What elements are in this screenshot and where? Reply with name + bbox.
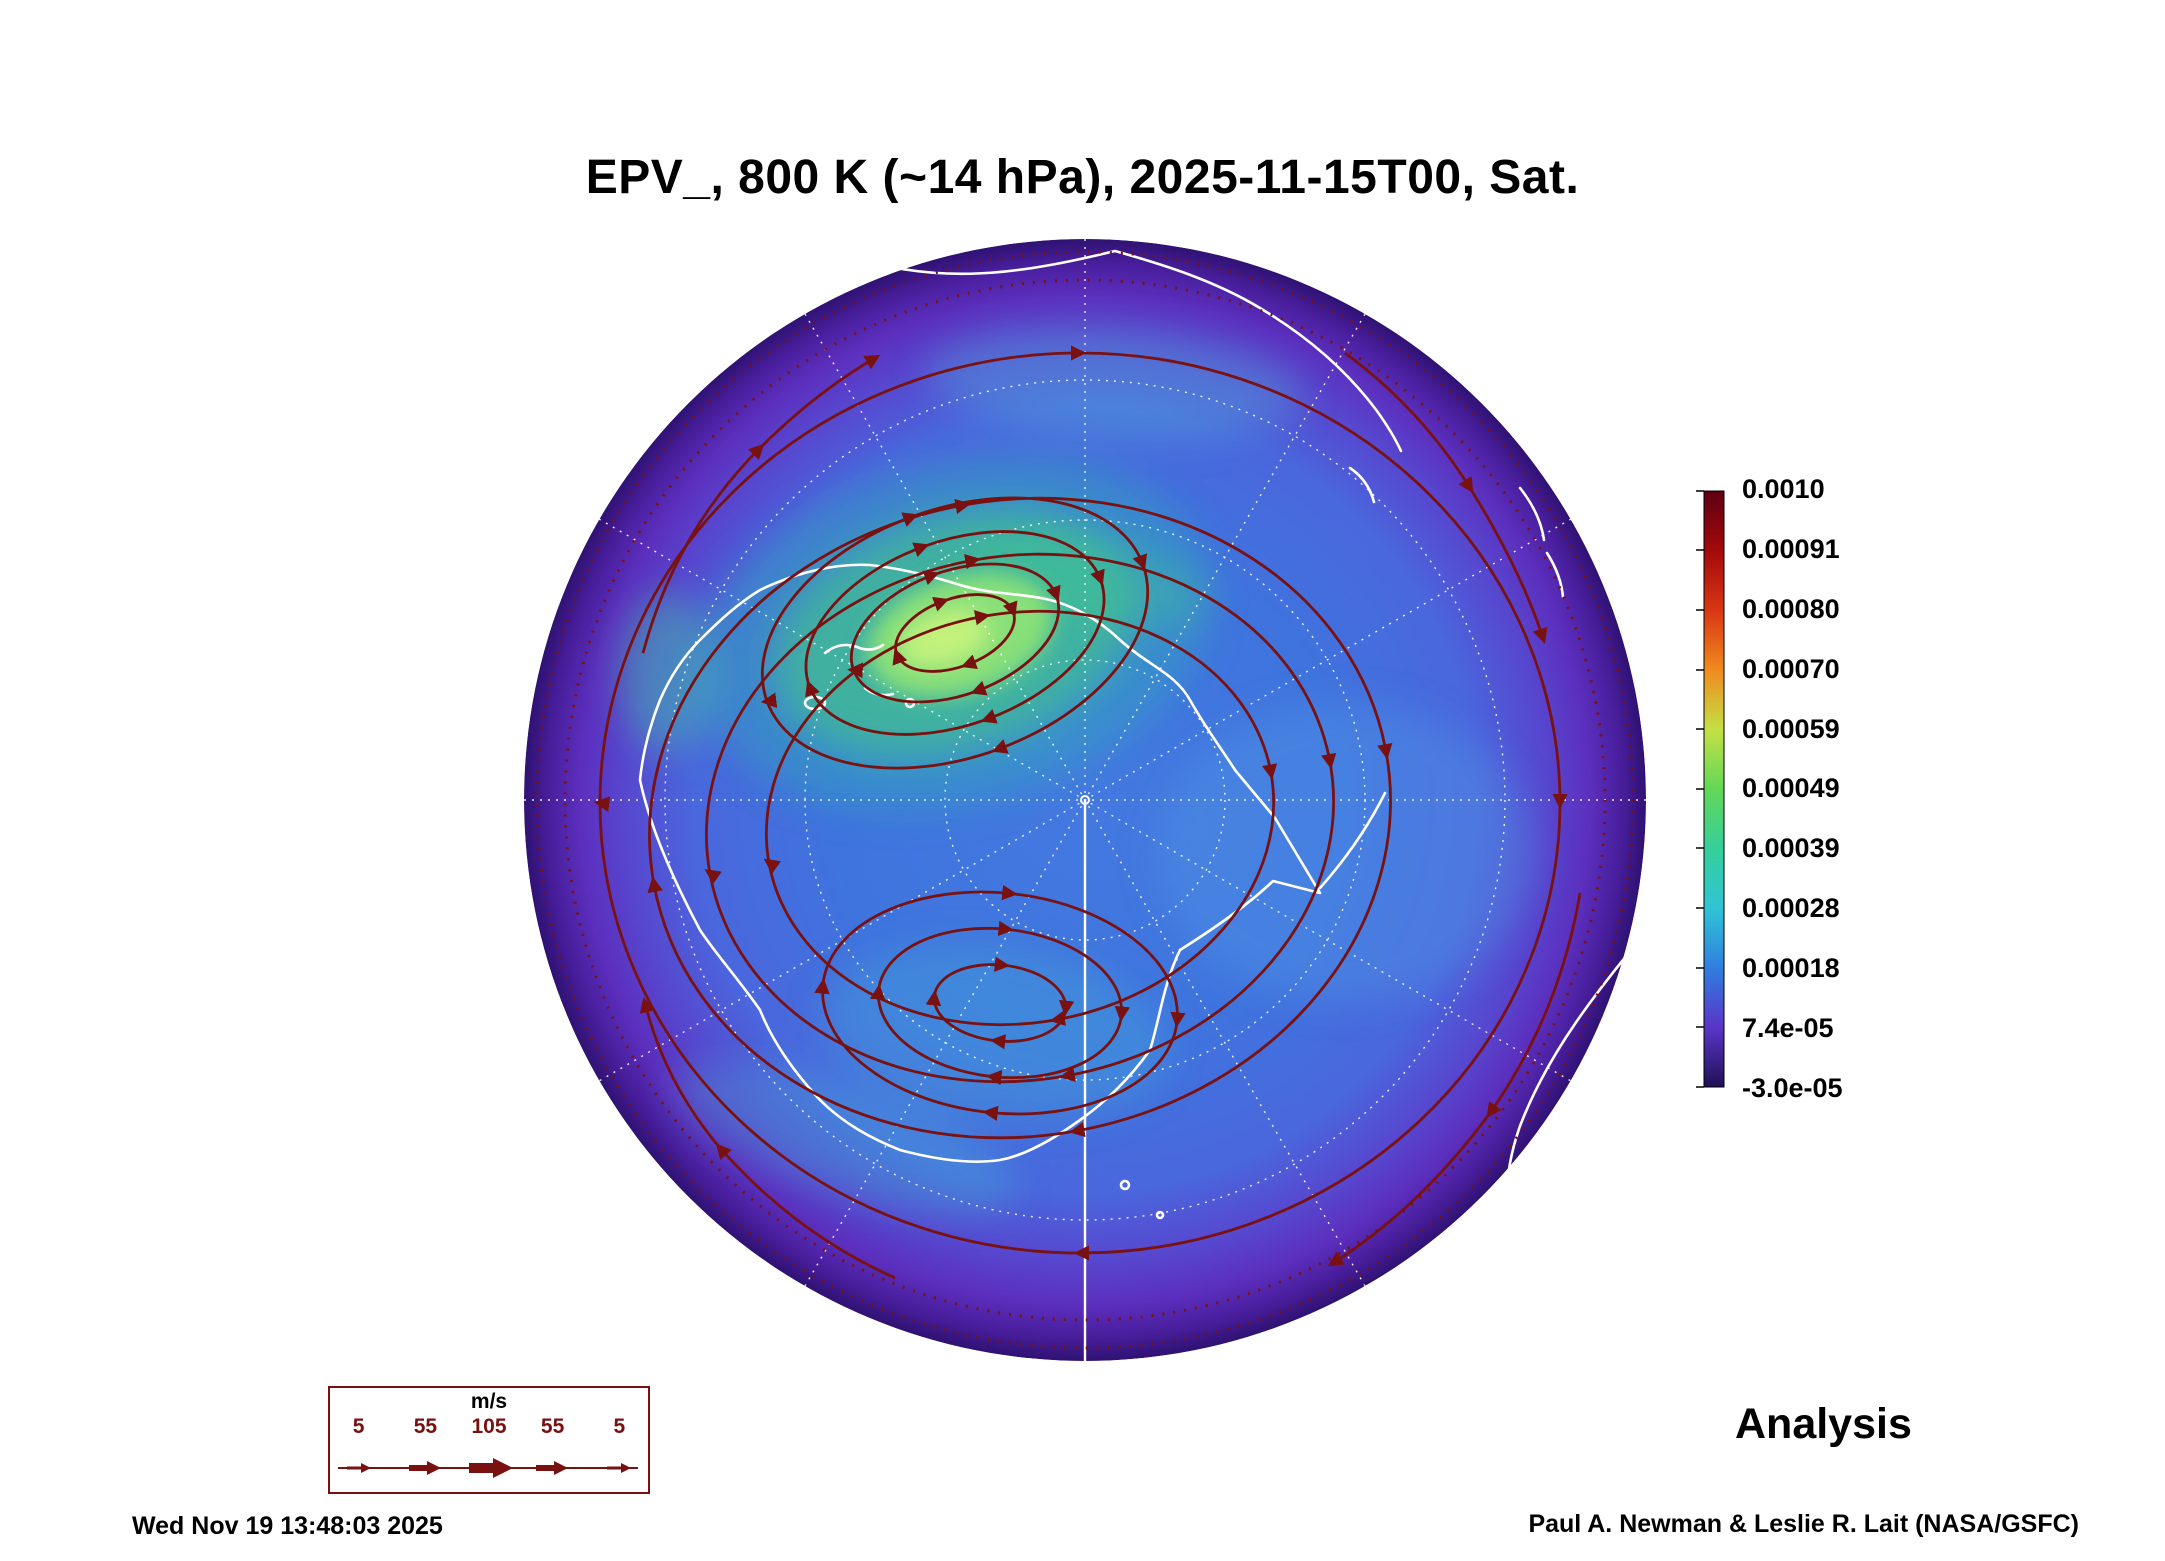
coastline-island <box>1449 1249 1461 1261</box>
wind-arrow-icon <box>493 1458 513 1478</box>
colorbar-tick-label: 0.0010 <box>1742 474 1825 504</box>
analysis-label: Analysis <box>1735 1400 1912 1448</box>
wind-speed-legend: m/s 5 55 105 55 5 <box>328 1386 650 1494</box>
colorbar-tick-label: 0.00080 <box>1742 593 1840 624</box>
colorbar-tick-label: 0.00018 <box>1742 953 1840 984</box>
plot-title: EPV_, 800 K (~14 hPa), 2025-11-15T00, Sa… <box>585 151 1580 204</box>
open-streamline <box>1344 351 1548 644</box>
wind-legend-units: m/s <box>470 1390 508 1413</box>
wind-legend-value: 5 <box>613 1415 626 1438</box>
rim-streamline <box>535 250 1635 1350</box>
open-streamline <box>641 354 881 654</box>
polar-map <box>524 239 1646 1361</box>
wind-legend-value: 55 <box>413 1415 438 1438</box>
wind-arrow-icon <box>361 1463 371 1473</box>
colorbar-gradient <box>1703 490 1725 1088</box>
colorbar-tick-label: 0.00028 <box>1742 893 1840 924</box>
wind-legend-value: 5 <box>352 1415 365 1438</box>
colorbar-tick-label: 0.00049 <box>1742 773 1840 804</box>
footer-credit: Paul A. Newman & Leslie R. Lait (NASA/GS… <box>1528 1510 2079 1538</box>
colorbar-tick-label: 0.00091 <box>1742 533 1840 564</box>
colorbar-tick-label: 0.00059 <box>1742 713 1840 744</box>
colorbar-ticks <box>1696 490 1704 1088</box>
colorbar-tick-label: 0.00070 <box>1742 653 1840 684</box>
wind-arrow-icon <box>554 1461 568 1475</box>
open-streamline <box>1327 892 1582 1267</box>
colorbar <box>1696 490 1725 1088</box>
footer-timestamp: Wed Nov 19 13:48:03 2025 <box>132 1512 443 1540</box>
open-streamline <box>639 997 896 1280</box>
streamlines <box>535 250 1635 1350</box>
wind-legend-arrows <box>338 1458 638 1478</box>
colorbar-tick-label: 0.00039 <box>1742 833 1840 864</box>
wind-arrow-icon <box>427 1461 441 1475</box>
wind-legend-value: 105 <box>471 1415 507 1438</box>
colorbar-labels: 0.0010 0.00091 0.00080 0.00070 0.00059 0… <box>1742 474 1912 1104</box>
wind-legend-value: 55 <box>540 1415 565 1438</box>
coastline-island <box>1465 1258 1475 1268</box>
colorbar-tick-label: -3.0e-05 <box>1742 1072 1843 1103</box>
colorbar-tick-label: 7.4e-05 <box>1742 1013 1834 1044</box>
wind-arrow-icon <box>621 1463 631 1473</box>
rim-streamline <box>563 278 1607 1322</box>
